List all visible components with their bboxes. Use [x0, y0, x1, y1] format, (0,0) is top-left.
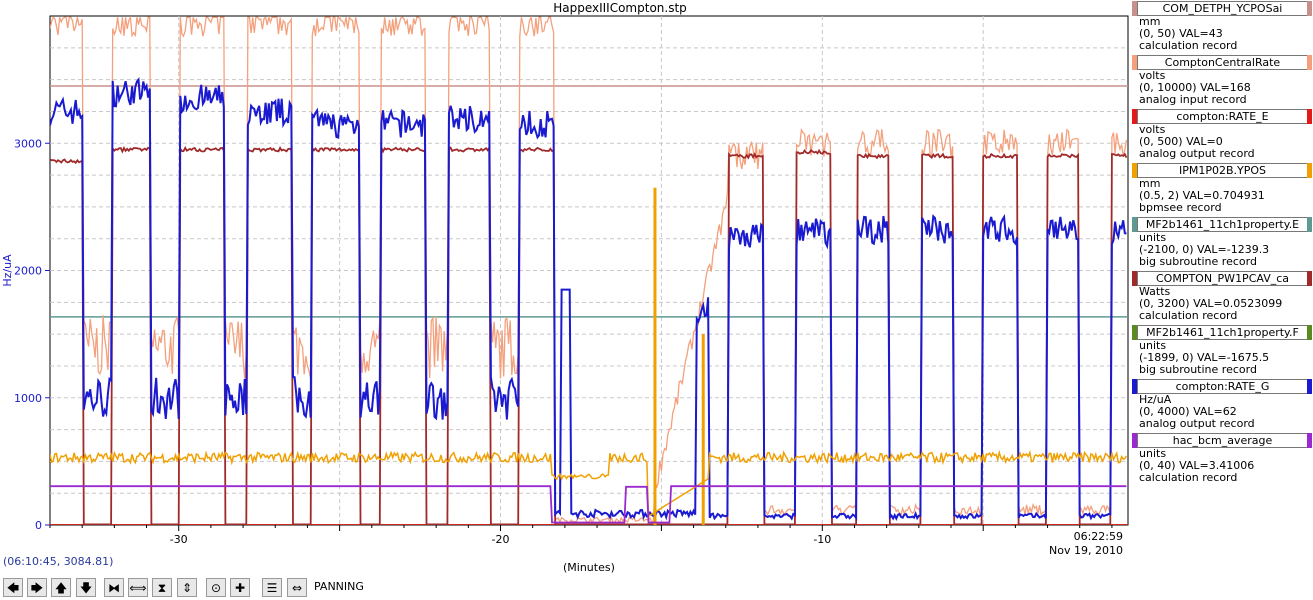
legend-record: analog output record — [1139, 417, 1255, 430]
legend-record: calculation record — [1139, 471, 1238, 484]
legend-range-val: (0, 10000) VAL=168 — [1139, 81, 1251, 94]
legend-name: IPM1P02B.YPOS — [1137, 163, 1308, 178]
legend-record: bpmsee record — [1139, 201, 1222, 214]
x-tick-label: -30 — [170, 533, 188, 546]
legend-swatch-right — [1307, 433, 1312, 448]
zoom-out-x-icon[interactable]: ⟺ — [128, 578, 148, 597]
arrow-up-icon[interactable]: 🡅 — [51, 578, 71, 597]
series-ipm1p02b-ypos — [50, 449, 1128, 518]
legend-record: analog input record — [1139, 93, 1247, 106]
legend-swatch-right — [1307, 163, 1312, 178]
x-axis-label: (Minutes) — [563, 561, 615, 574]
legend-units: Hz/uA — [1139, 393, 1172, 406]
legend-entry[interactable]: IPM1P02B.YPOS mm (0.5, 2) VAL=0.704931 bpms… — [1132, 162, 1313, 216]
zoom-in-y-icon[interactable]: ⧗ — [152, 578, 172, 597]
legend-name: compton:RATE_G — [1137, 379, 1308, 394]
y-axis-label: Hz/uA — [1, 254, 14, 287]
chart-plot[interactable]: -30 -20 -10 0 1000 2000 3000 Hz/uA — [0, 0, 1313, 575]
legend-record: big subroutine record — [1139, 255, 1257, 268]
y-tick-label: 0 — [35, 519, 42, 532]
mode-label: PANNING — [314, 580, 364, 593]
legend-units: mm — [1139, 15, 1161, 28]
legend-name: compton:RATE_E — [1137, 109, 1308, 124]
y-tick-label: 3000 — [14, 137, 42, 150]
end-time: 06:22:59 — [1073, 530, 1123, 543]
legend-entry[interactable]: compton:RATE_E volts (0, 500) VAL=0 analog … — [1132, 108, 1313, 162]
zoom-in-x-icon[interactable]: ⧓ — [104, 578, 124, 597]
series-hac-bcm-average — [50, 485, 1127, 524]
y-tick-label: 1000 — [14, 392, 42, 405]
legend-units: units — [1139, 339, 1167, 352]
pan-icon[interactable]: ⇔ — [287, 578, 307, 597]
legend-entry[interactable]: COMPTON_PW1PCAV_ca Watts (0, 3200) VAL=0.0… — [1132, 270, 1313, 324]
legend-swatch-right — [1307, 109, 1312, 124]
arrow-right-icon[interactable]: 🡆 — [27, 578, 47, 597]
legend-swatch-right — [1307, 325, 1312, 340]
legend-name: hac_bcm_average — [1137, 433, 1308, 448]
legend-swatch — [1132, 379, 1137, 394]
legend-name: MF2b1461_11ch1property.E — [1137, 217, 1308, 232]
end-date: Nov 19, 2010 — [1049, 544, 1123, 557]
y-tick-label: 2000 — [14, 265, 42, 278]
legend-record: calculation record — [1139, 309, 1238, 322]
legend-units: mm — [1139, 177, 1161, 190]
legend-record: calculation record — [1139, 39, 1238, 52]
legend-swatch — [1132, 433, 1137, 448]
legend-range-val: (0, 40) VAL=3.41006 — [1139, 459, 1255, 472]
legend-entry[interactable]: compton:RATE_G Hz/uA (0, 4000) VAL=62 analo… — [1132, 378, 1313, 432]
legend-range-val: (-1899, 0) VAL=-1675.5 — [1139, 351, 1270, 364]
legend-units: units — [1139, 231, 1167, 244]
legend-name: COMPTON_PW1PCAV_ca — [1137, 271, 1308, 286]
legend-entry[interactable]: hac_bcm_average units (0, 40) VAL=3.41006 c… — [1132, 432, 1313, 486]
x-tick-label: -20 — [492, 533, 510, 546]
legend-swatch-right — [1307, 217, 1312, 232]
legend-units: volts — [1139, 123, 1166, 136]
legend-swatch-right — [1307, 271, 1312, 286]
legend-range-val: (0, 50) VAL=43 — [1139, 27, 1223, 40]
legend-entry[interactable]: ComptonCentralRate volts (0, 10000) VAL=16… — [1132, 54, 1313, 108]
legend-range-val: (0, 3200) VAL=0.0523099 — [1139, 297, 1283, 310]
legend-range-val: (0, 500) VAL=0 — [1139, 135, 1223, 148]
legend-swatch-right — [1307, 379, 1312, 394]
legend-name: MF2b1461_11ch1property.F — [1137, 325, 1308, 340]
legend-swatch — [1132, 55, 1137, 70]
chart-title: HappexIIICompton.stp — [553, 1, 687, 15]
legend-swatch — [1132, 325, 1137, 340]
legend-swatch-right — [1307, 1, 1312, 16]
legend-swatch — [1132, 109, 1137, 124]
legend-units: volts — [1139, 69, 1166, 82]
legend-swatch — [1132, 271, 1137, 286]
legend-units: units — [1139, 447, 1167, 460]
legend-name: COM_DETPH_YCPOSai — [1137, 1, 1308, 16]
legend-record: analog output record — [1139, 147, 1255, 160]
toolbar: PANNING 🡄 🡆 🡅 🡇 ⧓ ⟺ ⧗ ⇕ ⊙ ✚ ☰ ⇔ — [0, 575, 1313, 600]
legend-range-val: (0, 4000) VAL=62 — [1139, 405, 1237, 418]
legend: COM_DETPH_YCPOSai mm (0, 50) VAL=43 calcula… — [1132, 0, 1313, 486]
legend-entry[interactable]: MF2b1461_11ch1property.F units (-1899, 0) … — [1132, 324, 1313, 378]
legend-swatch — [1132, 1, 1137, 16]
crosshair-icon[interactable]: ✚ — [230, 578, 250, 597]
legend-swatch-right — [1307, 55, 1312, 70]
cursor-readout: (06:10:45, 3084.81) — [3, 555, 114, 568]
legend-swatch — [1132, 163, 1137, 178]
legend-name: ComptonCentralRate — [1137, 55, 1308, 70]
legend-entry[interactable]: MF2b1461_11ch1property.E units (-2100, 0) … — [1132, 216, 1313, 270]
legend-record: big subroutine record — [1139, 363, 1257, 376]
legend-range-val: (-2100, 0) VAL=-1239.3 — [1139, 243, 1270, 256]
x-tick-label: -10 — [813, 533, 831, 546]
series-compton-pw1pcav-ca — [50, 145, 1128, 525]
legend-entry[interactable]: COM_DETPH_YCPOSai mm (0, 50) VAL=43 calcula… — [1132, 0, 1313, 54]
legend-range-val: (0.5, 2) VAL=0.704931 — [1139, 189, 1265, 202]
fit-icon[interactable]: ☰ — [262, 578, 282, 597]
auto-scale-icon[interactable]: ⊙ — [206, 578, 226, 597]
legend-units: Watts — [1139, 285, 1171, 298]
legend-swatch — [1132, 217, 1137, 232]
arrow-left-icon[interactable]: 🡄 — [3, 578, 23, 597]
time-stamp: 06:22:59 Nov 19, 2010 — [1049, 530, 1123, 558]
zoom-out-y-icon[interactable]: ⇕ — [177, 578, 197, 597]
series-compton-rate-g — [50, 77, 1127, 522]
arrow-down-icon[interactable]: 🡇 — [76, 578, 96, 597]
